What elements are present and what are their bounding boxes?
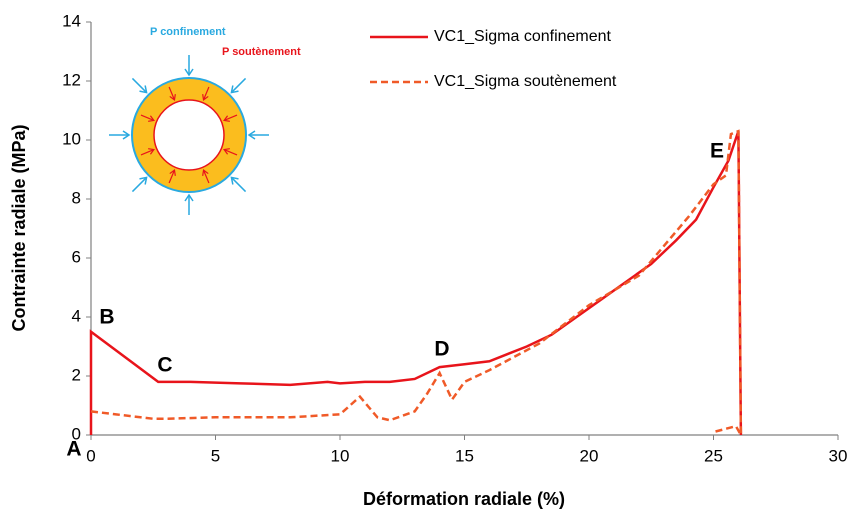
arrow [202,86,210,101]
x-tick-label: 0 [86,446,95,465]
annotation: B [99,306,114,329]
arrow [140,114,155,122]
x-axis-title: Déformation radiale (%) [363,489,565,509]
arrow [230,176,247,193]
arrow-head [169,94,176,101]
y-tick-label: 10 [62,129,81,148]
arrow-head [148,115,155,122]
arrow-head [169,169,176,176]
inset-label: P confinement [150,26,226,38]
inner-ring [153,99,225,171]
arrow-head [122,130,131,140]
arrow-head [139,176,148,185]
inset-label: P soutènement [222,46,301,58]
x-tick-label: 25 [704,446,723,465]
arrow [223,114,238,122]
x-tick-label: 20 [580,446,599,465]
annotation: A [66,438,81,461]
arrow [202,169,210,184]
y-tick-label: 0 [72,424,81,443]
arrow [131,176,148,193]
arrow-head [223,115,230,122]
x-tick-label: 10 [331,446,350,465]
legend-label: VC1_Sigma soutènement [434,73,617,90]
arrow-head [230,85,239,94]
x-tick-label: 15 [455,446,474,465]
arrow-head [230,176,239,185]
series-line [90,129,743,436]
arrow-head [139,85,148,94]
x-tick-label: 5 [211,446,220,465]
arrow-head [247,130,256,140]
annotation: C [157,354,172,377]
y-tick-label: 12 [62,70,81,89]
arrow-head [202,94,209,101]
y-tick-label: 8 [72,188,81,207]
x-tick-label: 30 [829,446,848,465]
inset-diagram [109,55,269,215]
arrow [140,148,155,156]
arrow [131,77,148,94]
arrow-head [184,193,194,202]
arrow-head [184,68,194,77]
legend-label: VC1_Sigma confinement [434,28,612,45]
y-tick-label: 6 [72,247,81,266]
arrow-head [223,148,230,155]
y-tick-label: 14 [62,11,81,30]
series-line [89,130,743,436]
annotation: E [710,140,724,163]
y-tick-label: 2 [72,365,81,384]
y-tick-label: 4 [72,306,81,325]
annotation: D [434,338,449,361]
arrow-head [202,169,209,176]
y-axis-title: Contrainte radiale (MPa) [9,124,29,331]
arrow [168,169,176,184]
arrow [230,77,247,94]
arrow [168,86,176,101]
arrow-head [148,148,155,155]
arrow [223,148,238,156]
